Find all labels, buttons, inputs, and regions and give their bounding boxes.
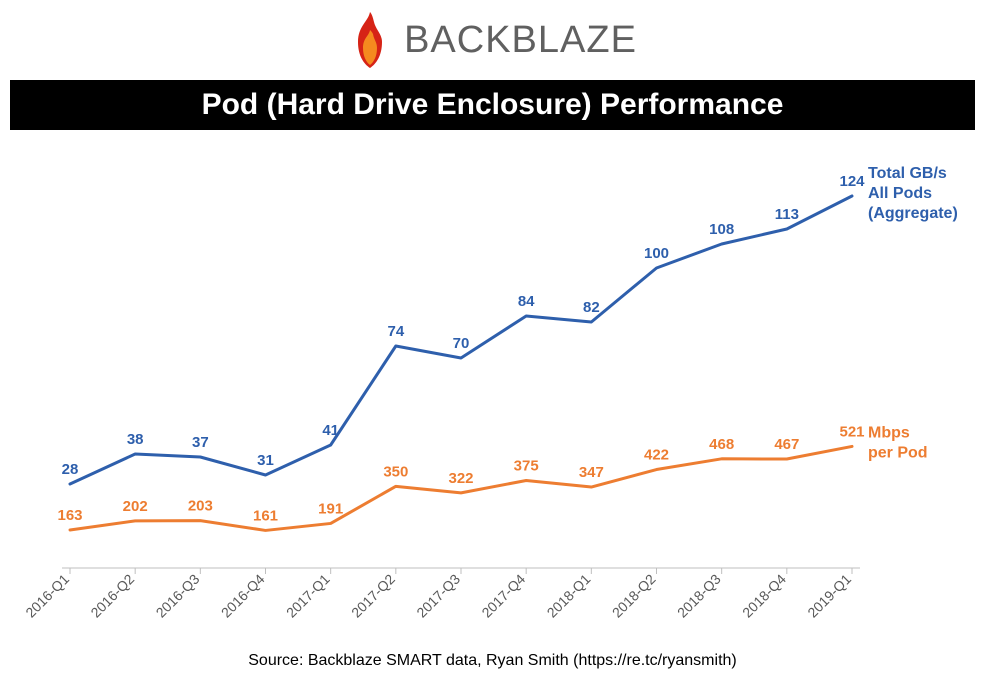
data-label-total_gbps: 124 <box>839 173 865 190</box>
data-label-mbps_per_pod: 191 <box>318 500 343 517</box>
data-label-total_gbps: 113 <box>775 206 799 223</box>
data-label-total_gbps: 37 <box>192 434 209 451</box>
x-axis-label: 2016-Q1 <box>22 571 72 621</box>
data-label-total_gbps: 108 <box>709 221 734 238</box>
x-axis-label: 2017-Q4 <box>478 571 528 621</box>
series-label-total_gbps: All Pods <box>868 185 932 202</box>
data-label-total_gbps: 28 <box>62 461 79 478</box>
data-label-mbps_per_pod: 375 <box>514 458 539 475</box>
data-label-total_gbps: 38 <box>127 431 144 448</box>
data-label-mbps_per_pod: 467 <box>774 436 799 453</box>
data-label-mbps_per_pod: 322 <box>448 470 473 487</box>
x-axis-label: 2016-Q3 <box>153 571 203 621</box>
series-label-mbps_per_pod: Mbps <box>868 424 910 441</box>
x-axis-label: 2017-Q1 <box>283 571 333 621</box>
x-axis-label: 2017-Q2 <box>348 571 398 621</box>
data-label-total_gbps: 70 <box>453 335 470 352</box>
data-label-total_gbps: 31 <box>257 452 274 469</box>
data-label-total_gbps: 82 <box>583 299 600 316</box>
data-label-mbps_per_pod: 163 <box>57 507 82 524</box>
series-label-total_gbps: Total GB/s <box>868 165 947 182</box>
data-label-mbps_per_pod: 161 <box>253 507 278 524</box>
data-label-mbps_per_pod: 350 <box>383 463 408 480</box>
data-label-total_gbps: 41 <box>322 422 339 439</box>
data-label-mbps_per_pod: 422 <box>644 447 669 464</box>
data-label-mbps_per_pod: 203 <box>188 498 213 515</box>
series-label-mbps_per_pod: per Pod <box>868 444 928 461</box>
source-attribution: Source: Backblaze SMART data, Ryan Smith… <box>0 648 985 670</box>
brand-header: BACKBLAZE <box>0 0 985 76</box>
data-label-mbps_per_pod: 521 <box>839 423 864 440</box>
x-axis-label: 2017-Q3 <box>413 571 463 621</box>
chart-title: Pod (Hard Drive Enclosure) Performance <box>10 80 975 130</box>
data-label-mbps_per_pod: 347 <box>579 464 604 481</box>
chart-container: 2016-Q1 2016-Q2 2016-Q3 2016-Q4 2017-Q1 2017-… <box>10 138 975 648</box>
data-label-mbps_per_pod: 468 <box>709 436 734 453</box>
x-axis-label: 2016-Q4 <box>218 571 268 621</box>
data-label-total_gbps: 74 <box>387 323 404 340</box>
x-axis-label: 2018-Q1 <box>544 571 594 621</box>
brand-name: BACKBLAZE <box>404 19 637 62</box>
data-label-total_gbps: 100 <box>644 245 669 262</box>
x-axis-label: 2018-Q3 <box>674 571 724 621</box>
data-label-mbps_per_pod: 202 <box>123 498 148 515</box>
x-axis-label: 2016-Q2 <box>87 571 137 621</box>
data-label-total_gbps: 84 <box>518 293 535 310</box>
series-label-total_gbps: (Aggregate) <box>868 205 958 222</box>
x-axis-label: 2019-Q1 <box>804 571 854 621</box>
series-mbps_per_pod <box>70 446 852 530</box>
x-axis-label: 2018-Q2 <box>609 571 659 621</box>
x-axis-label: 2018-Q4 <box>739 571 789 621</box>
line-chart: 2016-Q1 2016-Q2 2016-Q3 2016-Q4 2017-Q1 2017-… <box>10 138 975 648</box>
flame-icon <box>348 12 392 68</box>
